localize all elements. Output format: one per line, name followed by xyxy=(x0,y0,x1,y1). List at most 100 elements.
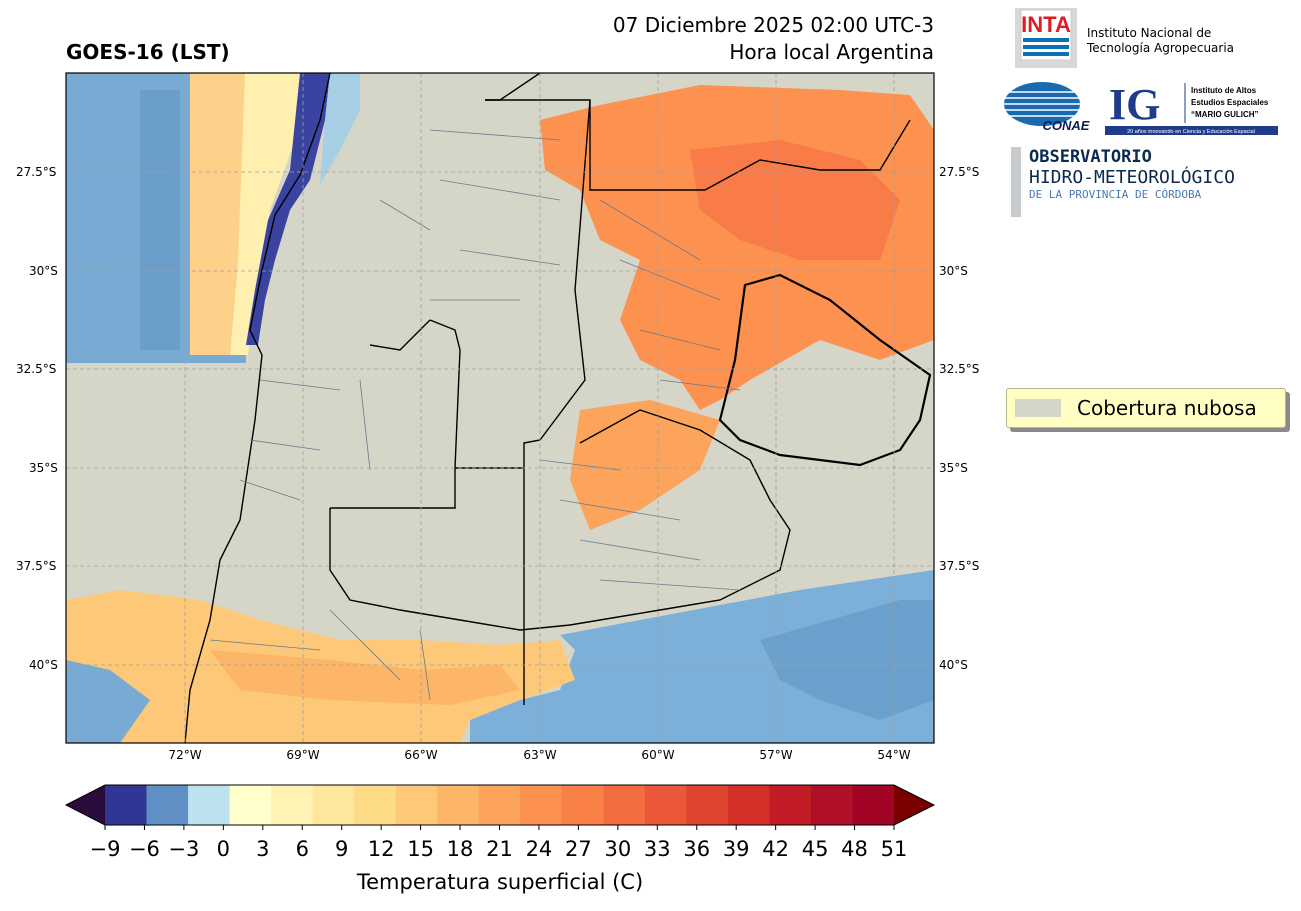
lon-label: 60°W xyxy=(641,748,675,762)
ig-line1: Instituto de Altos xyxy=(1191,86,1257,95)
colorbar-segment xyxy=(686,785,729,825)
lat-label: 27.5°S xyxy=(16,165,57,179)
colorbar-tick-label: 51 xyxy=(880,837,908,861)
colorbar-tick-label: 24 xyxy=(525,837,553,861)
lat-label-right: 30°S xyxy=(939,264,968,278)
lon-label: 63°W xyxy=(523,748,557,762)
ig-line3: “MARIO GULICH” xyxy=(1191,110,1259,119)
lon-label: 69°W xyxy=(286,748,320,762)
cloud-cover-swatch xyxy=(1015,399,1061,417)
colorbar-tick-label: 39 xyxy=(722,837,750,861)
local-time-text: Hora local Argentina xyxy=(729,40,934,64)
colorbar-segment xyxy=(561,785,604,825)
map-title: GOES-16 (LST) xyxy=(66,40,230,64)
colorbar-segment xyxy=(312,785,355,825)
obs-line2: HIDRO-METEOROLÓGICO xyxy=(1029,167,1235,188)
lat-label-right: 40°S xyxy=(939,658,968,672)
datetime-block: 07 Diciembre 2025 02:00 UTC-3 Hora local… xyxy=(613,12,934,66)
colorbar-label: Temperatura superficial (C) xyxy=(356,870,644,894)
colorbar-segment xyxy=(354,785,397,825)
colorbar-segment xyxy=(520,785,563,825)
conae-mark: CONAE xyxy=(1043,118,1090,132)
colorbar-tick-label: 0 xyxy=(216,837,231,861)
colorbar-tick-label: 42 xyxy=(762,837,790,861)
lat-label-right: 27.5°S xyxy=(939,165,980,179)
colorbar-segment xyxy=(644,785,687,825)
cloud-cover-label: Cobertura nubosa xyxy=(1077,396,1257,420)
lon-label: 57°W xyxy=(759,748,793,762)
patagonia-warmer xyxy=(210,650,520,705)
colorbar-tick-label: −3 xyxy=(168,837,200,861)
inta-logo: INTA xyxy=(1015,8,1077,68)
colorbar-segment xyxy=(810,785,853,825)
lat-label-right: 35°S xyxy=(939,461,968,475)
colorbar-under-arrow xyxy=(66,785,105,825)
colorbar-tick-label: 6 xyxy=(295,837,309,861)
colorbar-segment xyxy=(271,785,314,825)
colorbar-segment xyxy=(395,785,438,825)
lon-label: 54°W xyxy=(877,748,911,762)
colorbar-segment xyxy=(478,785,521,825)
ig-line2: Estudios Espaciales xyxy=(1191,98,1269,107)
map-frame xyxy=(65,72,935,744)
conae-logo: CONAE xyxy=(1004,80,1090,133)
obs-line1: OBSERVATORIO xyxy=(1029,147,1152,167)
department-lines xyxy=(209,129,741,701)
atlantic-ocean xyxy=(470,570,934,743)
uruguay-border xyxy=(718,273,932,467)
lat-label: 37.5°S xyxy=(16,559,57,573)
lat-label-right: 37.5°S xyxy=(939,559,980,573)
andes-cold xyxy=(246,73,330,345)
colorbar-segment xyxy=(437,785,480,825)
cloud-cover-legend: Cobertura nubosa xyxy=(1006,388,1286,428)
coastal-warm xyxy=(190,73,250,355)
province-borders xyxy=(184,73,911,743)
lat-label: 32.5°S xyxy=(16,362,57,376)
colorbar-tick-label: 30 xyxy=(604,837,632,861)
buenos-aires-warm xyxy=(570,400,720,530)
ocean-band xyxy=(140,90,180,350)
colorbar-tick-label: 36 xyxy=(683,837,711,861)
colorbar-tick-label: 18 xyxy=(446,837,474,861)
observatorio-logo: OBSERVATORIO HIDRO-METEOROLÓGICO DE LA P… xyxy=(1011,147,1235,217)
atlantic-deep xyxy=(760,600,934,720)
colorbar-tick-label: −6 xyxy=(128,837,160,861)
colorbar-tick-label: 3 xyxy=(256,837,270,861)
colorbar-segment xyxy=(146,785,189,825)
colorbar-tick-label: 12 xyxy=(367,837,395,861)
colorbar-tick-label: 48 xyxy=(841,837,868,861)
ig-mark: IG xyxy=(1109,80,1160,129)
colorbar-segment xyxy=(603,785,646,825)
colorbar-tick-label: 21 xyxy=(486,837,513,861)
lat-label-right: 32.5°S xyxy=(939,362,980,376)
colorbar-segment xyxy=(105,785,148,825)
lat-label: 40°S xyxy=(29,658,58,672)
inta-line1: Instituto Nacional de xyxy=(1087,26,1212,40)
pacific-south xyxy=(66,660,150,743)
datetime-text: 07 Diciembre 2025 02:00 UTC-3 xyxy=(612,13,934,37)
colorbar-tick-label: 9 xyxy=(335,837,349,861)
inta-name: Instituto Nacional de Tecnología Agropec… xyxy=(1087,26,1234,56)
lon-label: 66°W xyxy=(404,748,438,762)
colorbar-segment xyxy=(852,785,895,825)
colorbar xyxy=(64,784,936,830)
colorbar-tick-label: 45 xyxy=(801,837,829,861)
colorbar-segment xyxy=(188,785,231,825)
colorbar-over-arrow xyxy=(894,785,934,825)
lat-label: 30°S xyxy=(29,264,58,278)
inta-line2: Tecnología Agropecuaria xyxy=(1087,41,1235,55)
lat-label: 35°S xyxy=(29,461,58,475)
colorbar-tick-label: 33 xyxy=(643,837,671,861)
lon-label: 72°W xyxy=(168,748,202,762)
andes-slope xyxy=(230,73,300,355)
inta-mark: INTA xyxy=(1021,12,1071,37)
colorbar-segment xyxy=(769,785,812,825)
andes-cool xyxy=(320,73,360,185)
colorbar-tick-label: 15 xyxy=(407,837,434,861)
ig-tagline: 20 años innovando en Ciencia y Educación… xyxy=(1127,129,1255,135)
map-fields xyxy=(66,73,934,743)
colorbar-tick-label: −9 xyxy=(89,837,121,861)
colorbar-segment xyxy=(229,785,272,825)
colorbar-tick-label: 27 xyxy=(565,837,592,861)
